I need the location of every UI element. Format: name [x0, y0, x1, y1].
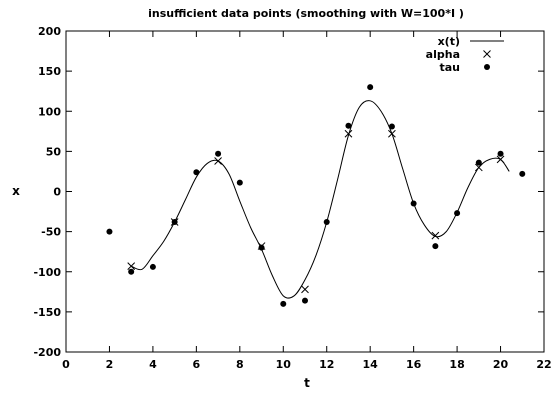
tau-point	[410, 200, 417, 207]
x-axis-label: t	[304, 376, 310, 390]
tau-point	[149, 263, 156, 270]
chart-title: insufficient data points (smoothing with…	[148, 7, 464, 20]
tau-point	[128, 268, 135, 275]
tau-point	[236, 179, 243, 186]
x-tick-label: 18	[449, 358, 464, 371]
y-tick-label: 150	[38, 65, 61, 78]
alpha-point	[214, 157, 222, 165]
alpha-point	[496, 155, 505, 164]
y-tick-label: 0	[53, 186, 61, 199]
tau-point	[475, 159, 482, 166]
legend-x-marker	[483, 50, 491, 58]
y-tick-label: 100	[38, 105, 61, 118]
y-tick-label: 50	[46, 145, 62, 158]
tau-point	[106, 228, 113, 235]
legend-dot-marker	[484, 64, 490, 70]
x-tick-label: 4	[149, 358, 157, 371]
x-tick-label: 12	[319, 358, 334, 371]
x-tick-label: 14	[363, 358, 379, 371]
x-tick-label: 22	[536, 358, 551, 371]
y-tick-label: 200	[38, 25, 61, 38]
alpha-point	[474, 163, 483, 172]
y-tick-label: -150	[33, 306, 61, 319]
plot-area	[65, 30, 545, 353]
alpha-point	[388, 129, 396, 138]
tau-point	[302, 297, 308, 304]
tau-point	[215, 150, 222, 157]
tau-point	[388, 123, 395, 130]
x-tick-label: 2	[106, 358, 114, 371]
y-axis-label: x	[12, 184, 20, 198]
legend-label: alpha	[426, 48, 460, 61]
tau-point	[323, 218, 330, 225]
x-tick-label: 10	[276, 358, 292, 371]
tau-point	[454, 210, 461, 217]
legend-label: tau	[439, 61, 460, 74]
x-tick-label: 0	[62, 358, 70, 371]
x-tick-label: 6	[193, 358, 201, 371]
y-tick-labels: -200 -150 -100 -50 0 50 100 150 200	[33, 25, 61, 359]
series-layer	[106, 84, 526, 307]
tau-point	[345, 122, 352, 129]
legend-label: x(t)	[438, 35, 460, 48]
y-tick-label: -100	[33, 266, 61, 279]
alpha-point	[431, 231, 440, 240]
tau-point	[280, 300, 287, 307]
tau-point	[367, 84, 374, 91]
tau-point	[193, 169, 200, 176]
tau-point	[258, 244, 265, 251]
y-tick-label: -50	[41, 226, 61, 239]
alpha-point	[127, 262, 136, 270]
tau-point	[432, 243, 439, 250]
x-tick-label: 20	[493, 358, 509, 371]
series-line-xt	[130, 100, 510, 299]
tau-point	[171, 218, 178, 225]
tau-point	[519, 170, 526, 177]
tau-point	[497, 150, 504, 157]
alpha-point	[344, 129, 353, 138]
x-tick-labels: 0 2 4 6 8 10 12 14 16 18 20 22	[62, 358, 551, 371]
y-tick-label: -200	[33, 346, 61, 359]
x-tick-label: 16	[406, 358, 422, 371]
alpha-point	[301, 285, 309, 294]
x-tick-label: 8	[236, 358, 244, 371]
axis-ticks	[65, 30, 545, 353]
